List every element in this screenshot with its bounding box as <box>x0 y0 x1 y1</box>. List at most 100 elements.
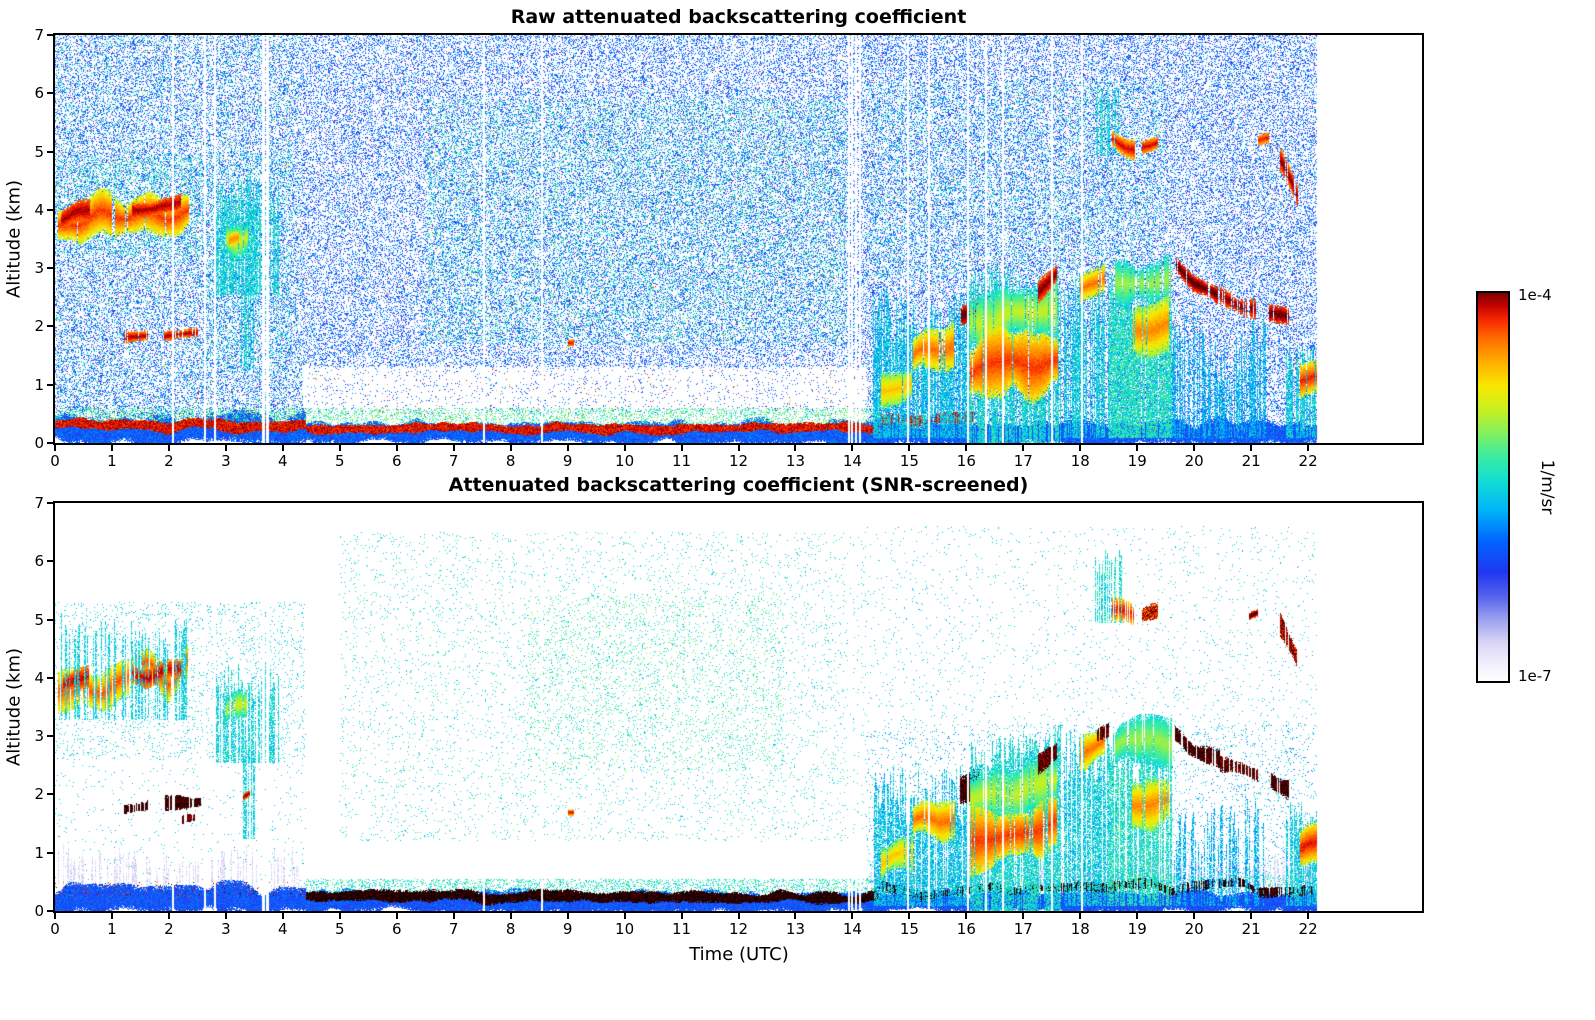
x-tick-label: 16 <box>956 920 976 938</box>
y-tick-label: 5 <box>34 610 44 629</box>
x-tick-label: 13 <box>785 452 805 470</box>
x-tick-label: 14 <box>842 452 862 470</box>
x-tick-label: 4 <box>278 452 288 470</box>
x-tick-label: 8 <box>505 920 516 938</box>
y-tick-mark <box>47 851 53 854</box>
y-tick-label: 5 <box>34 142 44 161</box>
y-tick-mark <box>47 676 53 679</box>
y-tick-mark <box>47 325 53 328</box>
x-tick-mark <box>224 913 227 919</box>
x-tick-label: 9 <box>562 920 573 938</box>
y-tick-mark <box>47 560 53 563</box>
y-tick-mark <box>47 793 53 796</box>
x-tick-mark <box>851 445 854 451</box>
x-tick-label: 5 <box>335 452 345 470</box>
x-tick-mark <box>908 445 911 451</box>
x-tick-mark <box>623 913 626 919</box>
y-tick-mark <box>47 267 53 270</box>
x-tick-mark <box>794 445 797 451</box>
y-tick-label: 4 <box>34 668 44 687</box>
x-tick-mark <box>110 913 113 919</box>
x-tick-label: 13 <box>785 920 805 938</box>
x-tick-label: 5 <box>335 920 345 938</box>
y-tick-mark <box>47 735 53 738</box>
y-tick-mark <box>47 150 53 153</box>
x-tick-mark <box>1250 913 1253 919</box>
x-tick-mark <box>965 445 968 451</box>
x-tick-label: 2 <box>164 920 174 938</box>
x-tick-mark <box>509 913 512 919</box>
x-tick-label: 1 <box>107 452 117 470</box>
x-tick-label: 7 <box>448 920 459 938</box>
y-tick-mark <box>47 442 53 444</box>
x-tick-label: 6 <box>391 452 402 470</box>
x-tick-label: 6 <box>391 920 402 938</box>
x-tick-mark <box>1136 445 1139 451</box>
y-tick-label: 6 <box>34 84 44 103</box>
x-tick-label: 19 <box>1127 452 1147 470</box>
x-tick-label: 21 <box>1241 452 1261 470</box>
x-tick-mark <box>110 445 113 451</box>
y-tick-mark <box>47 383 53 386</box>
x-tick-label: 20 <box>1184 452 1204 470</box>
y-tick-label: 7 <box>34 26 44 44</box>
x-tick-mark <box>680 445 683 451</box>
x-tick-label: 4 <box>278 920 288 938</box>
x-tick-mark <box>623 445 626 451</box>
colorbar-units-label: 1/m/sr <box>1537 459 1557 515</box>
x-tick-label: 12 <box>728 452 749 470</box>
raw-backscatter-heatmap <box>55 35 1422 443</box>
y-tick-mark <box>47 208 53 211</box>
x-tick-label: 11 <box>671 920 692 938</box>
x-tick-mark <box>224 445 227 451</box>
y-tick-label: 3 <box>34 259 44 278</box>
x-tick-mark <box>338 913 341 919</box>
y-tick-mark <box>47 910 53 912</box>
y-tick-label: 2 <box>34 785 44 804</box>
y-tick-mark <box>47 92 53 95</box>
y-tick-mark <box>47 34 53 36</box>
x-tick-label: 14 <box>842 920 862 938</box>
x-tick-mark <box>965 913 968 919</box>
screened-backscatter-heatmap <box>55 503 1422 911</box>
x-tick-label: 18 <box>1070 920 1090 938</box>
x-tick-mark <box>281 445 284 451</box>
x-axis-label: Time (UTC) <box>689 944 789 965</box>
x-tick-mark <box>680 913 683 919</box>
x-tick-mark <box>1136 913 1139 919</box>
x-tick-label: 7 <box>448 452 459 470</box>
y-tick-label: 2 <box>34 317 44 336</box>
y-tick-label: 3 <box>34 727 44 746</box>
colorbar-min-label: 1e-7 <box>1518 667 1552 685</box>
x-tick-label: 1 <box>107 920 117 938</box>
x-tick-mark <box>566 913 569 919</box>
x-tick-label: 17 <box>1013 452 1033 470</box>
x-tick-label: 2 <box>164 452 174 470</box>
x-tick-label: 22 <box>1298 920 1318 938</box>
x-tick-mark <box>167 913 170 919</box>
raw-panel-axes <box>53 33 1424 445</box>
screened-panel-axes <box>53 501 1424 913</box>
x-tick-label: 3 <box>221 452 231 470</box>
x-tick-mark <box>1022 913 1025 919</box>
x-tick-label: 0 <box>50 920 60 938</box>
x-tick-mark <box>794 913 797 919</box>
x-tick-mark <box>395 913 398 919</box>
x-tick-mark <box>1022 445 1025 451</box>
x-tick-label: 19 <box>1127 920 1147 938</box>
x-tick-mark <box>1193 913 1196 919</box>
y-tick-label: 0 <box>34 902 44 920</box>
x-tick-mark <box>395 445 398 451</box>
x-tick-mark <box>1079 913 1082 919</box>
x-tick-label: 21 <box>1241 920 1261 938</box>
x-tick-mark <box>54 913 56 919</box>
x-tick-mark <box>1193 445 1196 451</box>
x-tick-mark <box>1250 445 1253 451</box>
x-tick-mark <box>281 913 284 919</box>
x-tick-label: 15 <box>899 452 919 470</box>
x-tick-mark <box>338 445 341 451</box>
x-tick-label: 17 <box>1013 920 1033 938</box>
y-tick-label: 6 <box>34 552 44 571</box>
y-axis-label-screened: Altitude (km) <box>3 647 25 767</box>
